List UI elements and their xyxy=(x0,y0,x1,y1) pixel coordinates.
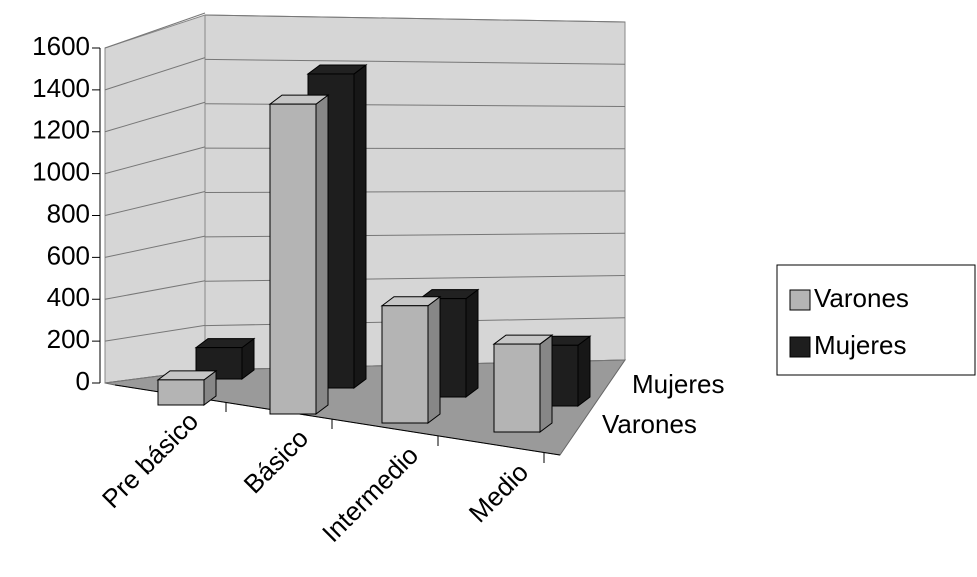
grid-line xyxy=(104,191,206,216)
y-tick-label: 1200 xyxy=(32,115,90,145)
grid-line xyxy=(104,146,206,175)
bar-front xyxy=(493,343,541,433)
grid-line xyxy=(104,280,206,300)
bar xyxy=(492,334,554,433)
legend-label: Varones xyxy=(814,283,909,313)
y-tick-label: 200 xyxy=(47,324,90,354)
y-tick-label: 800 xyxy=(47,198,90,228)
x-tick-label: Medio xyxy=(463,457,534,528)
bar xyxy=(268,94,330,415)
bar-front xyxy=(157,379,205,406)
bar-side xyxy=(465,288,479,398)
grid-line xyxy=(104,57,206,91)
grid-line xyxy=(104,324,206,342)
grid-line xyxy=(104,12,206,49)
y-tick-label: 600 xyxy=(47,240,90,270)
x-tick-label: Básico xyxy=(238,423,314,499)
x-tick-label: Pre básico xyxy=(96,406,204,514)
y-tick-label: 1400 xyxy=(32,73,90,103)
grid-line xyxy=(204,58,626,65)
bar xyxy=(156,369,218,406)
grid-line xyxy=(104,101,206,133)
legend-swatch xyxy=(789,289,811,311)
depth-label: Mujeres xyxy=(632,369,724,399)
bar xyxy=(380,295,442,424)
legend-label: Mujeres xyxy=(814,330,906,360)
y-tick-label: 0 xyxy=(76,366,90,396)
y-tick-label: 1600 xyxy=(32,31,90,61)
legend-swatch xyxy=(789,336,811,358)
grid-line xyxy=(204,147,626,150)
depth-label: Varones xyxy=(602,409,697,439)
y-tick-label: 400 xyxy=(47,282,90,312)
bar-side xyxy=(353,63,367,389)
bar-side xyxy=(315,94,329,415)
bar-side xyxy=(427,295,441,424)
grid-line xyxy=(104,235,206,258)
bar-front xyxy=(269,103,317,415)
grid-line xyxy=(204,14,626,23)
y-tick-label: 1000 xyxy=(32,157,90,187)
bar-front xyxy=(381,305,429,424)
x-tick-label: Intermedio xyxy=(316,440,424,548)
bar-side xyxy=(539,334,553,433)
bar-side xyxy=(577,335,591,407)
